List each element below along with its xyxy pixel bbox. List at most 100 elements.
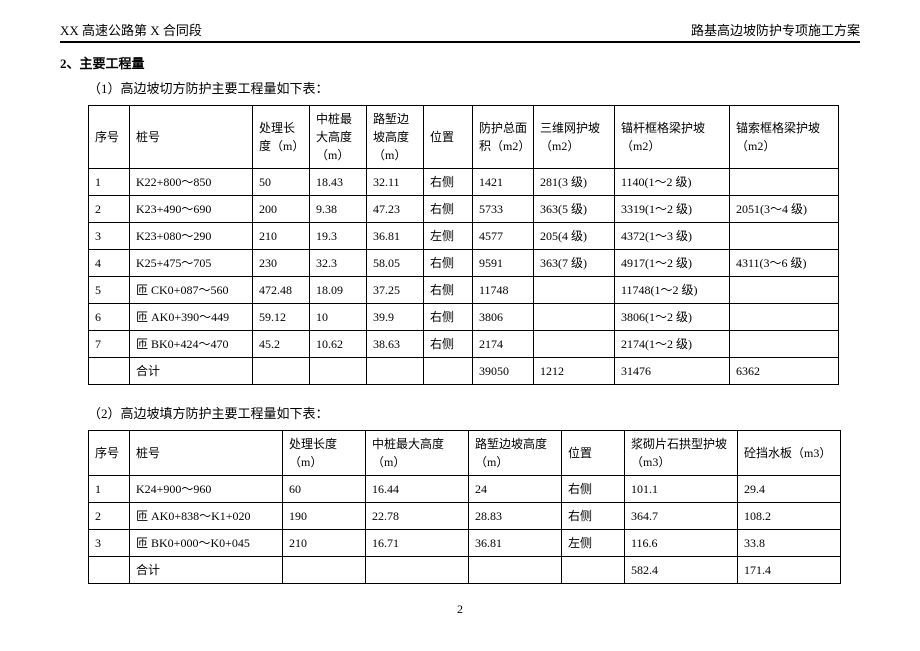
col-slopeh: 路堑边坡高度（m）: [469, 431, 562, 476]
table-cell: [730, 223, 839, 250]
col-maxh: 中桩最大高度（m）: [366, 431, 469, 476]
table-cell: 3806(1～2 级): [615, 304, 730, 331]
table-cell: 4917(1～2 级): [615, 250, 730, 277]
table-cell: 1140(1～2 级): [615, 169, 730, 196]
table-row: 1K24+900～9606016.4424右侧101.129.4: [89, 476, 841, 503]
table-cell: [534, 277, 615, 304]
table-cell: 33.8: [738, 530, 841, 557]
table-cell: 116.6: [625, 530, 738, 557]
col-area: 防护总面积（m2）: [473, 106, 534, 169]
table-cell: [730, 304, 839, 331]
table-cell: 10: [310, 304, 367, 331]
table-cell: K23+490～690: [130, 196, 253, 223]
col-seq: 序号: [89, 106, 130, 169]
table-row: 2匝 AK0+838～K1+02019022.7828.83右侧364.7108…: [89, 503, 841, 530]
table-cell: [730, 277, 839, 304]
col-masonry: 浆砌片石拱型护坡（m3）: [625, 431, 738, 476]
page-header: XX 高速公路第 X 合同段 路基高边坡防护专项施工方案: [60, 20, 860, 43]
col-anchor-cable: 锚索框格梁护坡（m2）: [730, 106, 839, 169]
table-cell: 2174(1～2 级): [615, 331, 730, 358]
table-cell: 31476: [615, 358, 730, 385]
table-cell: 190: [283, 503, 366, 530]
table-cell: [730, 331, 839, 358]
table-cell: 4577: [473, 223, 534, 250]
table-cell: [469, 557, 562, 584]
table-cell: 右侧: [424, 277, 473, 304]
table-cell: 11748: [473, 277, 534, 304]
table-cell: 11748(1～2 级): [615, 277, 730, 304]
col-pos: 位置: [424, 106, 473, 169]
table-cell: 1421: [473, 169, 534, 196]
table-cell: 39.9: [367, 304, 424, 331]
table-header-row: 序号 桩号 处理长度（m） 中桩最大高度（m） 路堑边坡高度（m） 位置 防护总…: [89, 106, 839, 169]
table-cell: [534, 331, 615, 358]
table-cell: 2174: [473, 331, 534, 358]
table-cell: K24+900～960: [130, 476, 283, 503]
table-row: 3匝 BK0+000～K0+04521016.7136.81左侧116.633.…: [89, 530, 841, 557]
table-cell: 108.2: [738, 503, 841, 530]
table-cell: [367, 358, 424, 385]
table-cell: 24: [469, 476, 562, 503]
col-3dnet: 三维网护坡（m2）: [534, 106, 615, 169]
table-cell: 3806: [473, 304, 534, 331]
table-cell: 右侧: [424, 169, 473, 196]
table-row: 5匝 CK0+087～560472.4818.0937.25右侧11748117…: [89, 277, 839, 304]
table-cell: 右侧: [424, 304, 473, 331]
table-cell: 3: [89, 530, 130, 557]
table-cell: 9591: [473, 250, 534, 277]
table-cell: 58.05: [367, 250, 424, 277]
table-cell: 6362: [730, 358, 839, 385]
table-cell: 4311(3～6 级): [730, 250, 839, 277]
table-cell: [424, 358, 473, 385]
table-cell: 28.83: [469, 503, 562, 530]
table-cell: 205(4 级): [534, 223, 615, 250]
table-cell: 19.3: [310, 223, 367, 250]
table-cell: 171.4: [738, 557, 841, 584]
col-length: 处理长度（m）: [283, 431, 366, 476]
table-cell: K25+475～705: [130, 250, 253, 277]
table-cell: 10.62: [310, 331, 367, 358]
table-row: 4K25+475～70523032.358.05右侧9591363(7 级)49…: [89, 250, 839, 277]
table-row: 2K23+490～6902009.3847.23右侧5733363(5 级)33…: [89, 196, 839, 223]
table-cell: 匝 BK0+424～470: [130, 331, 253, 358]
table-cell: 39050: [473, 358, 534, 385]
table-cell: 200: [253, 196, 310, 223]
table-cell: 右侧: [562, 503, 625, 530]
table-cell: 合计: [130, 557, 283, 584]
col-stake: 桩号: [130, 431, 283, 476]
table-row: 1K22+800～8505018.4332.11右侧1421281(3 级)11…: [89, 169, 839, 196]
table-cell: 匝 BK0+000～K0+045: [130, 530, 283, 557]
col-maxh: 中桩最大高度（m）: [310, 106, 367, 169]
table-cell: 36.81: [367, 223, 424, 250]
table-cell: K22+800～850: [130, 169, 253, 196]
table-cell: [283, 557, 366, 584]
table-cell: [730, 169, 839, 196]
header-right: 路基高边坡防护专项施工方案: [691, 20, 860, 39]
section-title: 2、主要工程量: [60, 53, 860, 72]
table-cell: 16.44: [366, 476, 469, 503]
table-header-row: 序号 桩号 处理长度（m） 中桩最大高度（m） 路堑边坡高度（m） 位置 浆砌片…: [89, 431, 841, 476]
table-cell: 5: [89, 277, 130, 304]
table-cell: 左侧: [424, 223, 473, 250]
table-cell: 合计: [130, 358, 253, 385]
table-cell: 210: [283, 530, 366, 557]
table-cell: 364.7: [625, 503, 738, 530]
table-cell: 匝 AK0+390～449: [130, 304, 253, 331]
table-cell: 37.25: [367, 277, 424, 304]
table-cell: [89, 358, 130, 385]
table-cell: 101.1: [625, 476, 738, 503]
table-cell: 9.38: [310, 196, 367, 223]
table1-caption: （1）高边坡切方防护主要工程量如下表：: [88, 78, 860, 97]
table-cell: 18.43: [310, 169, 367, 196]
col-slopeh: 路堑边坡高度（m）: [367, 106, 424, 169]
table-cell: [253, 358, 310, 385]
table-cell: 50: [253, 169, 310, 196]
table-row: 7匝 BK0+424～47045.210.6238.63右侧21742174(1…: [89, 331, 839, 358]
table-cell: [366, 557, 469, 584]
table-cell: 363(7 级): [534, 250, 615, 277]
table-cell: 1212: [534, 358, 615, 385]
table-cell: 18.09: [310, 277, 367, 304]
table-row: 3K23+080～29021019.336.81左侧4577205(4 级)43…: [89, 223, 839, 250]
col-pos: 位置: [562, 431, 625, 476]
header-left: XX 高速公路第 X 合同段: [60, 20, 202, 39]
